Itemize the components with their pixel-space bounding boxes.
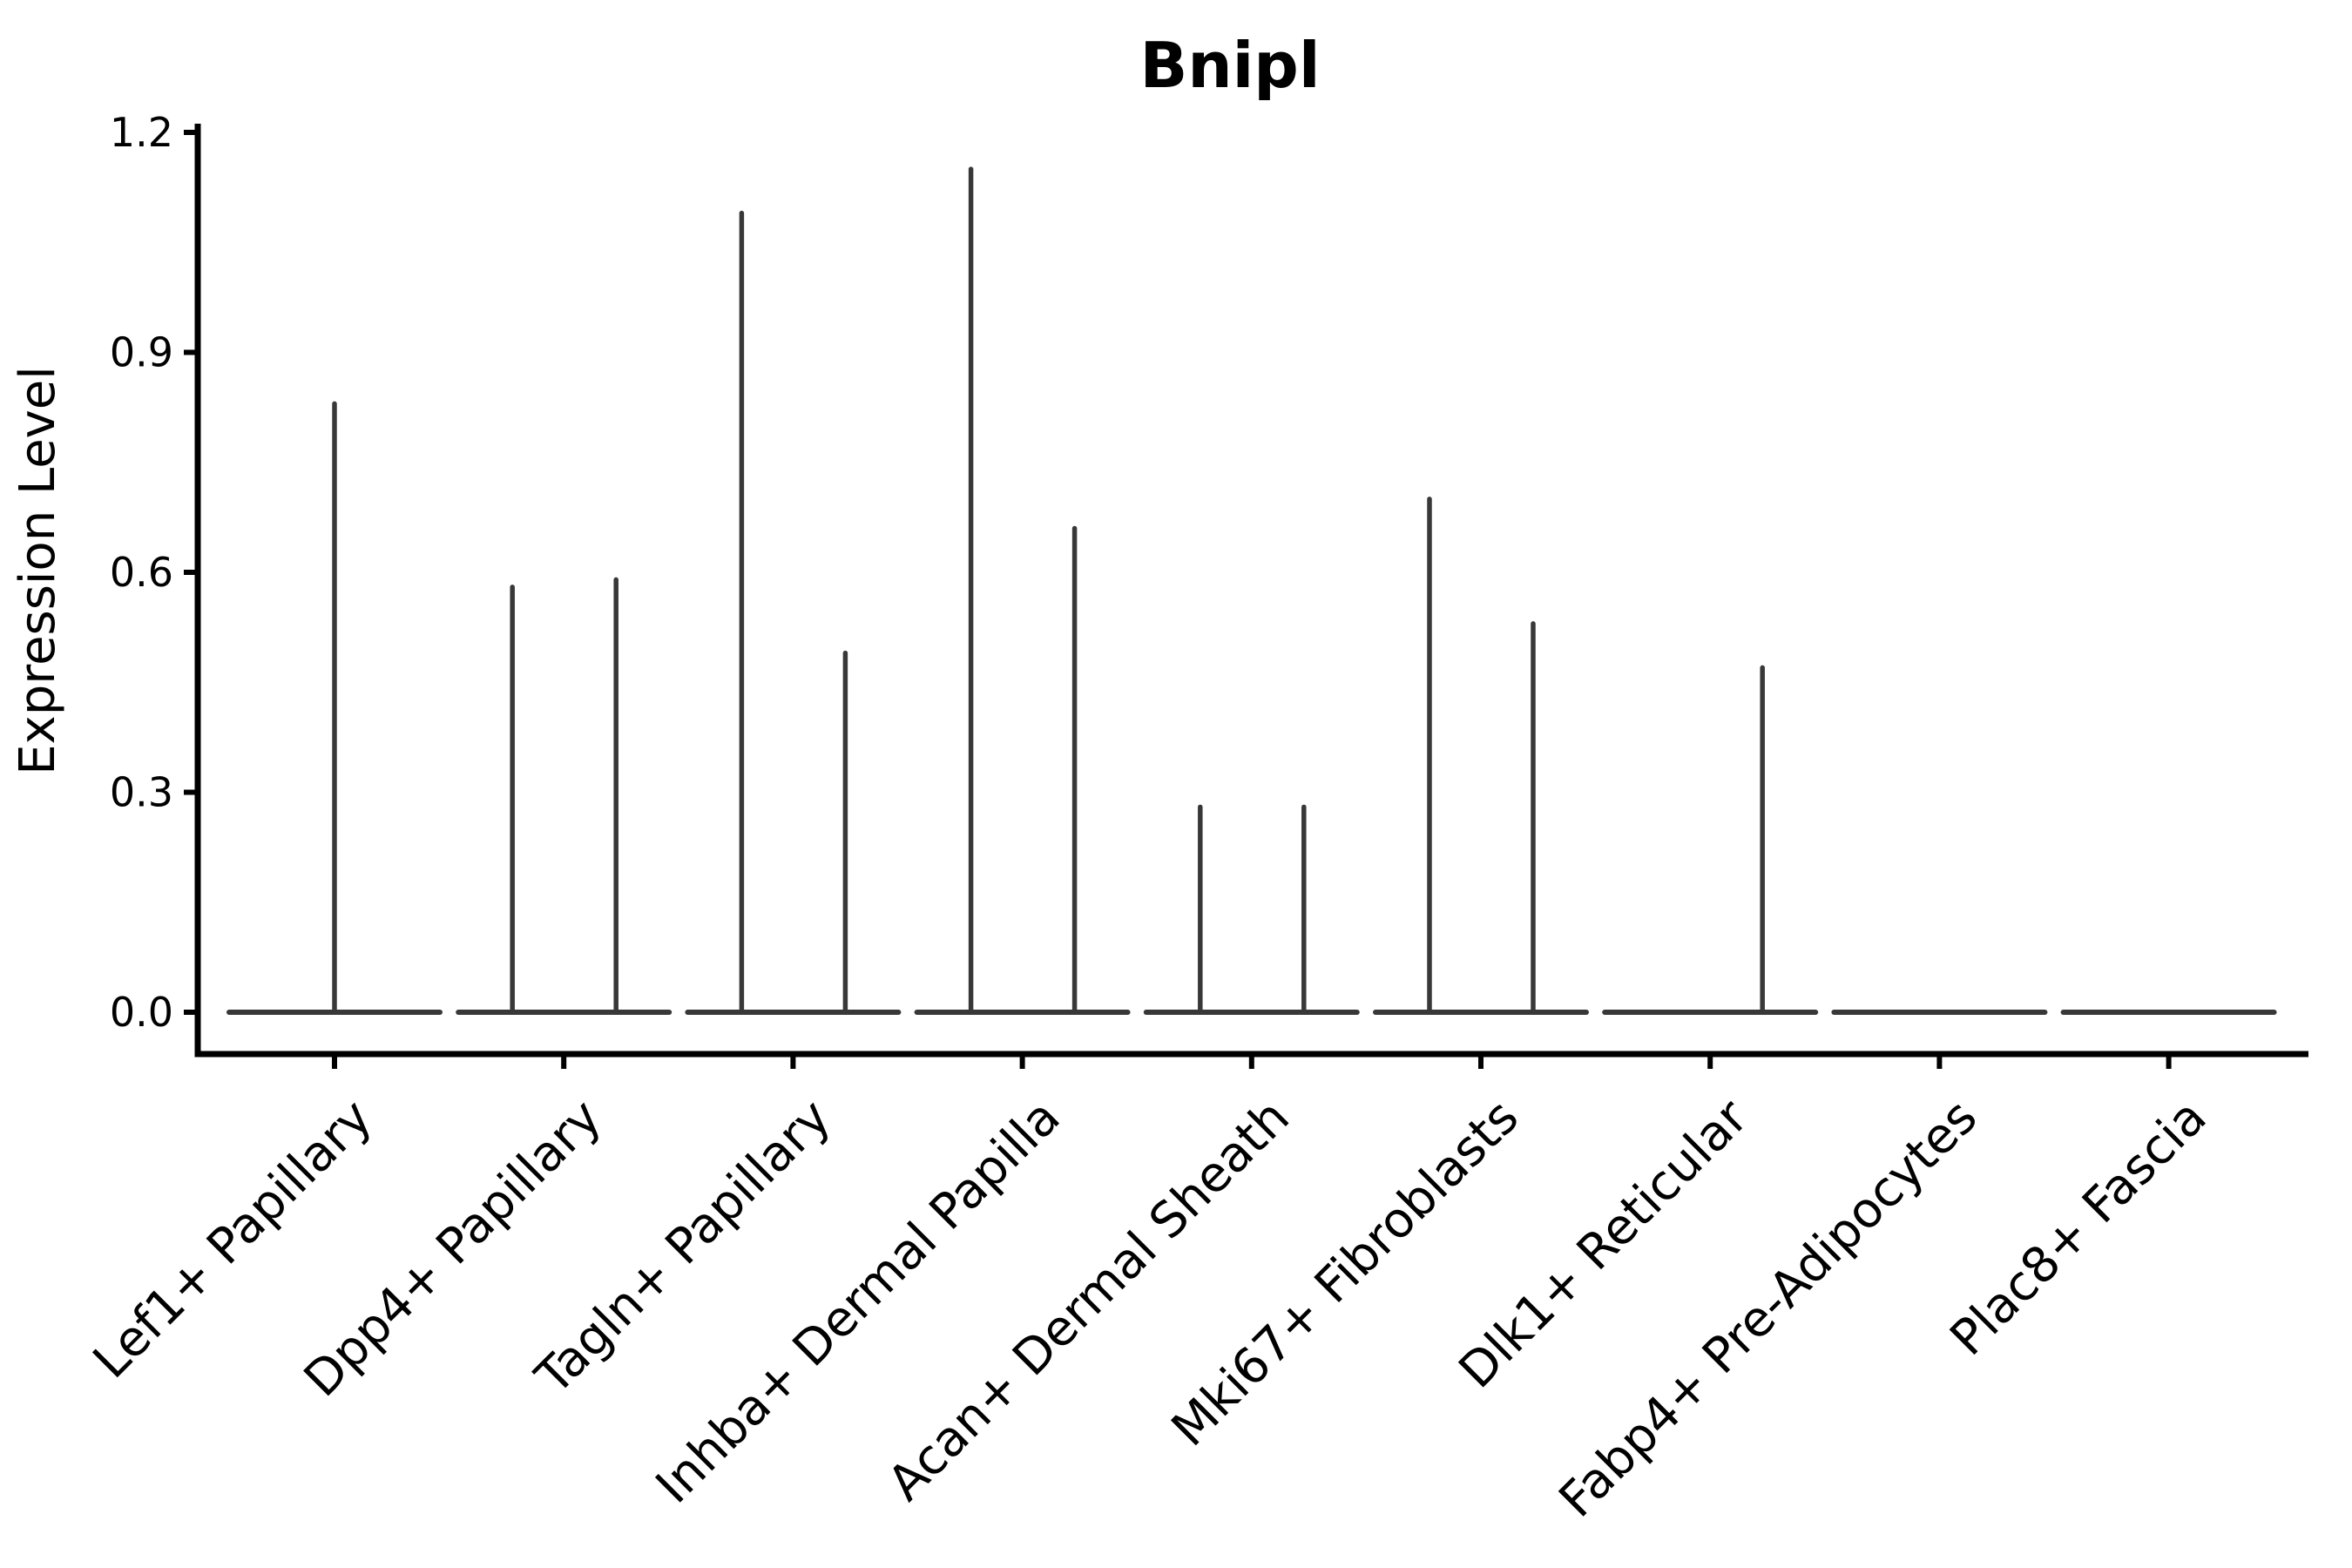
violin-group [685,210,902,1015]
y-tick-label: 1.2 [110,109,173,156]
y-tick-label: 0.3 [110,769,173,816]
violins-layer [226,166,2277,1015]
x-tick-label: Acan+ Dermal Sheath [877,1089,1301,1512]
y-tick-label: 0.6 [110,549,173,596]
y-tick-label: 0.9 [110,329,173,376]
y-axis: 0.0 0.3 0.6 0.9 1.2 [110,109,201,1058]
violin-group [1143,804,1360,1015]
y-axis-title: Expression Level [10,366,66,775]
x-tick-label: Fabp4+ Pre-Adipocytes [1549,1089,1989,1529]
chart-title: Bnipl [1139,29,1320,102]
violin-group [1373,497,1589,1015]
violin-group [1602,665,1819,1015]
violin-group [456,577,672,1015]
violin-group [914,166,1131,1015]
y-tick-label: 0.0 [110,989,173,1036]
violin-group [226,401,443,1015]
x-tick-label: Inhba+ Dermal Papilla [645,1089,1071,1515]
